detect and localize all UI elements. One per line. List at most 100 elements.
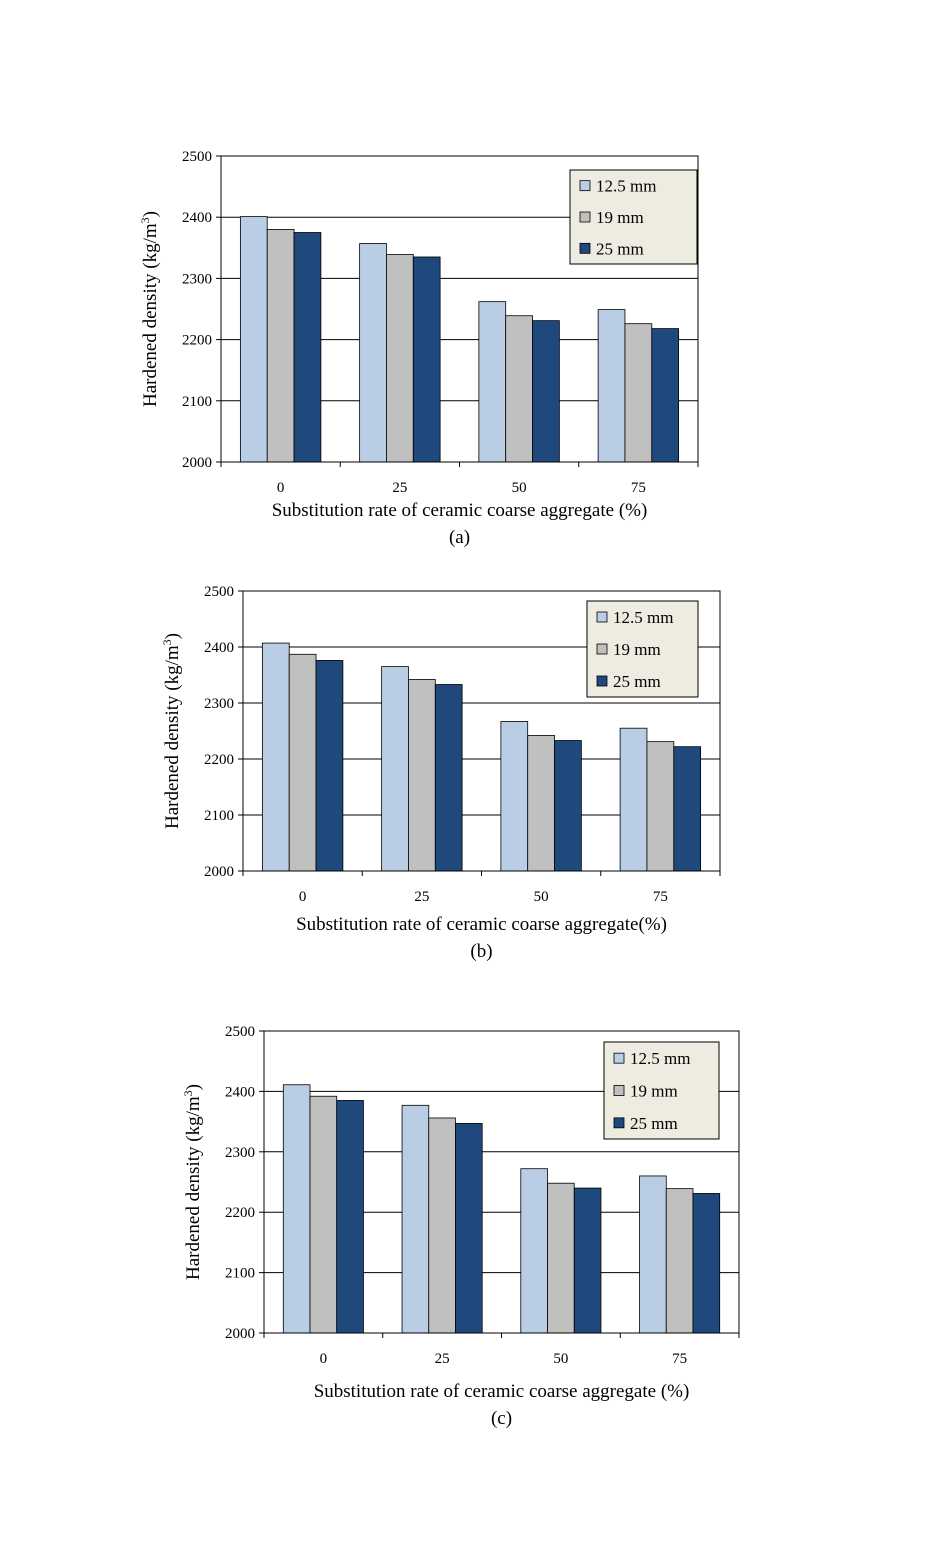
legend-label: 12.5 mm: [613, 608, 673, 627]
bar-12-5-mm-50: [478, 301, 507, 463]
legend-label: 19 mm: [596, 208, 644, 227]
bar-25-mm-75: [692, 1193, 721, 1334]
bar-12-5-mm-25: [381, 666, 409, 872]
legend-label: 25 mm: [596, 239, 644, 258]
legend-swatch: [596, 611, 608, 623]
bar-25-mm-0: [315, 660, 344, 872]
bar-19-mm-0: [309, 1095, 338, 1334]
bar-19-mm-25: [428, 1117, 456, 1334]
bar-19-mm-75: [624, 323, 653, 463]
x-tick-label: 50: [512, 480, 527, 496]
legend-label: 12.5 mm: [630, 1049, 690, 1068]
chart-panel-2: 2000 2100 2200 2300 2400 2500 0 25 50 75 Hardened …: [160, 584, 721, 962]
x-axis-label: Substitution rate of ceramic coarse aggr…: [272, 500, 648, 521]
legend-swatch: [596, 643, 608, 655]
y-tick-label: 2000: [225, 1326, 255, 1342]
bar-12-5-mm-75: [597, 309, 626, 463]
legend-label: 12.5 mm: [596, 177, 656, 196]
bar-12-5-mm-50: [500, 721, 529, 872]
legend-swatch: [579, 211, 591, 223]
y-tick-label: 2200: [225, 1205, 255, 1221]
x-tick-label: 0: [320, 1351, 328, 1367]
y-axis-label: Hardened density (kg/m3): [138, 211, 161, 407]
x-tick-label: 75: [653, 889, 668, 905]
x-axis-label: Substitution rate of ceramic coarse aggr…: [314, 1381, 690, 1402]
y-tick-label: 2500: [204, 584, 234, 600]
bar-12-5-mm-50: [520, 1168, 548, 1334]
x-tick-label: 75: [672, 1351, 687, 1367]
bar-19-mm-25: [408, 679, 436, 872]
y-tick-label: 2200: [182, 333, 212, 349]
panel-caption: (a): [449, 527, 470, 548]
legend: 12.5 mm 19 mm 25 mm: [569, 169, 698, 265]
bar-19-mm-75: [665, 1188, 694, 1334]
bar-19-mm-50: [547, 1182, 575, 1334]
x-tick-label: 50: [553, 1351, 568, 1367]
bar-25-mm-25: [434, 684, 463, 872]
bar-25-mm-50: [532, 320, 560, 463]
legend-label: 25 mm: [613, 672, 661, 691]
legend-swatch: [596, 675, 608, 687]
x-tick-label: 50: [534, 889, 549, 905]
bar-25-mm-50: [554, 740, 582, 872]
legend: 12.5 mm 19 mm 25 mm: [603, 1041, 720, 1140]
bar-25-mm-0: [336, 1100, 364, 1334]
bar-19-mm-25: [386, 254, 414, 463]
bar-12-5-mm-75: [639, 1175, 667, 1334]
panel-caption: (b): [470, 941, 492, 962]
bar-12-5-mm-75: [619, 727, 648, 872]
bar-19-mm-0: [288, 653, 317, 872]
bar-12-5-mm-25: [359, 243, 387, 463]
bar-19-mm-50: [505, 315, 533, 463]
chart-panel-1: 2000 2100 2200 2300 2400 2500 0 25 50 75 Hardened …: [138, 149, 699, 548]
x-tick-label: 25: [435, 1351, 450, 1367]
y-tick-label: 2500: [225, 1024, 255, 1040]
bar-12-5-mm-25: [401, 1104, 430, 1334]
y-tick-label: 2000: [204, 864, 234, 880]
legend-swatch: [613, 1052, 625, 1064]
x-tick-label: 25: [414, 889, 429, 905]
legend-swatch: [579, 242, 591, 254]
y-tick-label: 2200: [204, 752, 234, 768]
bar-25-mm-75: [673, 746, 702, 872]
y-tick-label: 2100: [182, 394, 212, 410]
legend-swatch: [613, 1117, 625, 1129]
bar-19-mm-0: [266, 229, 295, 463]
x-tick-label: 0: [299, 889, 307, 905]
bar-12-5-mm-0: [282, 1084, 311, 1334]
legend: 12.5 mm 19 mm 25 mm: [586, 600, 699, 698]
legend-box: [569, 169, 698, 265]
x-tick-label: 75: [631, 480, 646, 496]
panel-caption: (c): [491, 1408, 512, 1429]
bar-25-mm-50: [573, 1187, 602, 1334]
legend-label: 19 mm: [630, 1082, 678, 1101]
bar-25-mm-0: [293, 232, 322, 463]
x-tick-label: 0: [277, 480, 285, 496]
legend-label: 19 mm: [613, 640, 661, 659]
bar-19-mm-50: [527, 735, 555, 872]
y-tick-label: 2000: [182, 455, 212, 471]
y-tick-label: 2400: [225, 1084, 255, 1100]
x-tick-label: 25: [392, 480, 407, 496]
bar-19-mm-75: [646, 741, 675, 872]
bar-12-5-mm-0: [261, 642, 290, 872]
bar-25-mm-25: [455, 1123, 483, 1334]
y-tick-label: 2500: [182, 149, 212, 165]
x-axis-label: Substitution rate of ceramic coarse aggr…: [296, 914, 667, 935]
y-tick-label: 2300: [225, 1145, 255, 1161]
y-tick-label: 2400: [182, 210, 212, 226]
y-axis-label: Hardened density (kg/m3): [181, 1084, 204, 1280]
y-tick-label: 2100: [225, 1266, 255, 1282]
chart-panel-3: 2000 2100 2200 2300 2400 2500 0 25 50 75 Hardened …: [181, 1024, 740, 1429]
bar-12-5-mm-0: [239, 216, 268, 463]
bar-25-mm-25: [412, 256, 441, 463]
legend-swatch: [613, 1085, 625, 1096]
legend-label: 25 mm: [630, 1114, 678, 1133]
bar-25-mm-75: [651, 328, 680, 463]
y-tick-label: 2100: [204, 808, 234, 824]
y-tick-label: 2300: [204, 696, 234, 712]
y-axis-label: Hardened density (kg/m3): [160, 633, 183, 829]
legend-swatch: [579, 180, 591, 192]
y-tick-label: 2400: [204, 640, 234, 656]
